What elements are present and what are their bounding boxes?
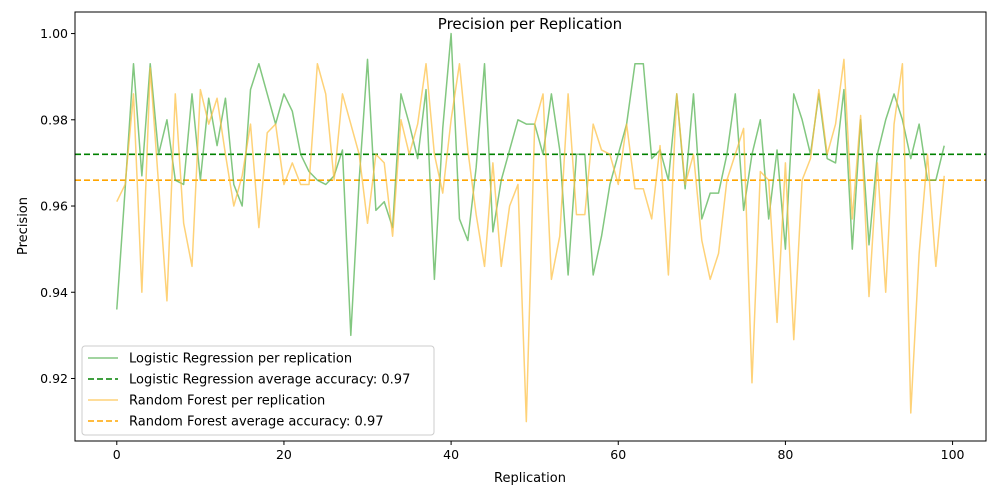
y-tick-label: 0.94 [40, 285, 68, 300]
x-tick-label: 20 [276, 447, 292, 462]
x-tick-label: 100 [941, 447, 965, 462]
legend-label-1: Logistic Regression average accuracy: 0.… [129, 373, 410, 388]
legend-box [81, 345, 435, 436]
x-tick-label: 0 [113, 447, 121, 462]
y-tick-label: 0.98 [40, 112, 68, 127]
legend-label-2: Random Forest per replication [129, 394, 325, 409]
chart-title: Precision per Replication [438, 15, 622, 33]
x-axis-label: Replication [494, 471, 566, 486]
series-lines [116, 32, 945, 423]
y-tick-label: 1.00 [40, 26, 68, 41]
legend-label-3: Random Forest average accuracy: 0.97 [129, 415, 384, 430]
average-lines [75, 153, 986, 181]
series-line-2 [116, 58, 945, 423]
legend-label-0: Logistic Regression per replication [129, 352, 352, 367]
axes-frame [74, 11, 987, 442]
x-tick-label: 60 [610, 447, 626, 462]
y-tick-label: 0.96 [40, 199, 68, 214]
y-tick-label: 0.92 [40, 371, 68, 386]
legend: Logistic Regression per replication Logis… [81, 345, 435, 436]
x-tick-label: 80 [777, 447, 793, 462]
series-line-0 [116, 32, 945, 337]
y-axis-label: Precision [16, 197, 31, 255]
x-axis-ticks: 0 20 40 60 80 100 [113, 441, 965, 462]
x-tick-label: 40 [443, 447, 459, 462]
y-axis-ticks: 0.92 0.94 0.96 0.98 1.00 [40, 26, 75, 386]
